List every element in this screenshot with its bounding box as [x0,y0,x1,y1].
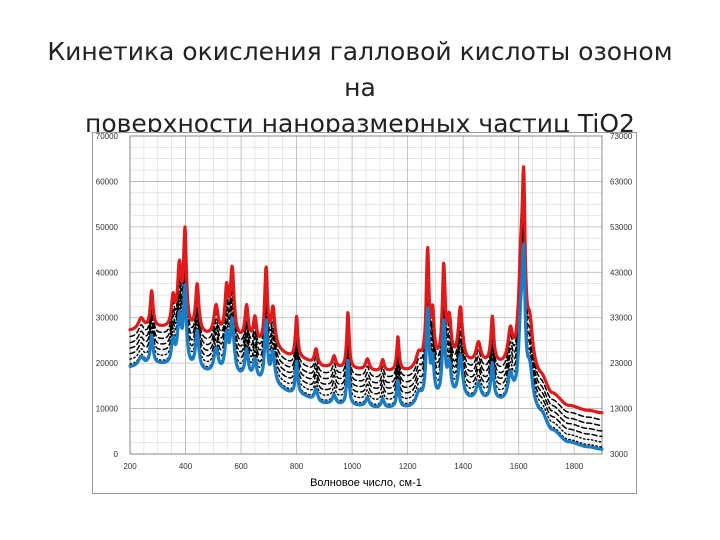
y-tick-label-right: 3000 [610,450,628,459]
series-line-6 [129,227,603,443]
series-line-1 [128,165,604,415]
series-line-8 [128,242,604,451]
y-tick-label-right: 33000 [610,314,633,323]
grid-minor [129,135,603,455]
y-tick-label-left: 30000 [96,314,119,323]
spectrum-chart: 0 10000 20000 30000 40000 50000 60000 70000 3000… [96,133,633,489]
y-tick-label-right: 43000 [610,268,633,277]
x-tick-label: 200 [123,462,137,471]
y-tick-label-left: 0 [114,450,119,459]
x-tick-label: 600 [234,462,248,471]
y-tick-label-right: 53000 [610,223,633,232]
y-tick-label-left: 10000 [96,405,119,414]
chart-frame: 0 10000 20000 30000 40000 50000 60000 70000 3000… [92,132,637,494]
x-tick-label: 1600 [510,462,528,471]
y-tick-label-left: 50000 [96,223,119,232]
x-tick-label: 1000 [343,462,361,471]
plot-area-border [129,135,603,455]
x-tick-label: 400 [179,462,193,471]
y-tick-label-left: 60000 [96,177,119,186]
y-tick-label-right: 13000 [610,405,633,414]
y-tick-label-left: 40000 [96,268,119,277]
y-tick-label-left: 20000 [96,359,119,368]
y-tick-label-right: 23000 [610,359,633,368]
title-line-1: Кинетика окисления галловой кислоты озон… [47,37,673,102]
x-tick-label: 1800 [565,462,583,471]
y-tick-label-left: 70000 [96,133,119,141]
x-tick-label: 1400 [454,462,472,471]
x-tick-label: 800 [290,462,304,471]
y-tick-label-right: 73000 [610,133,633,141]
slide-title: Кинетика окисления галловой кислоты озон… [40,34,680,142]
x-axis-label: Волновое число, см-1 [310,477,422,489]
y-tick-label-right: 63000 [610,177,633,186]
x-tick-label: 1200 [399,462,417,471]
